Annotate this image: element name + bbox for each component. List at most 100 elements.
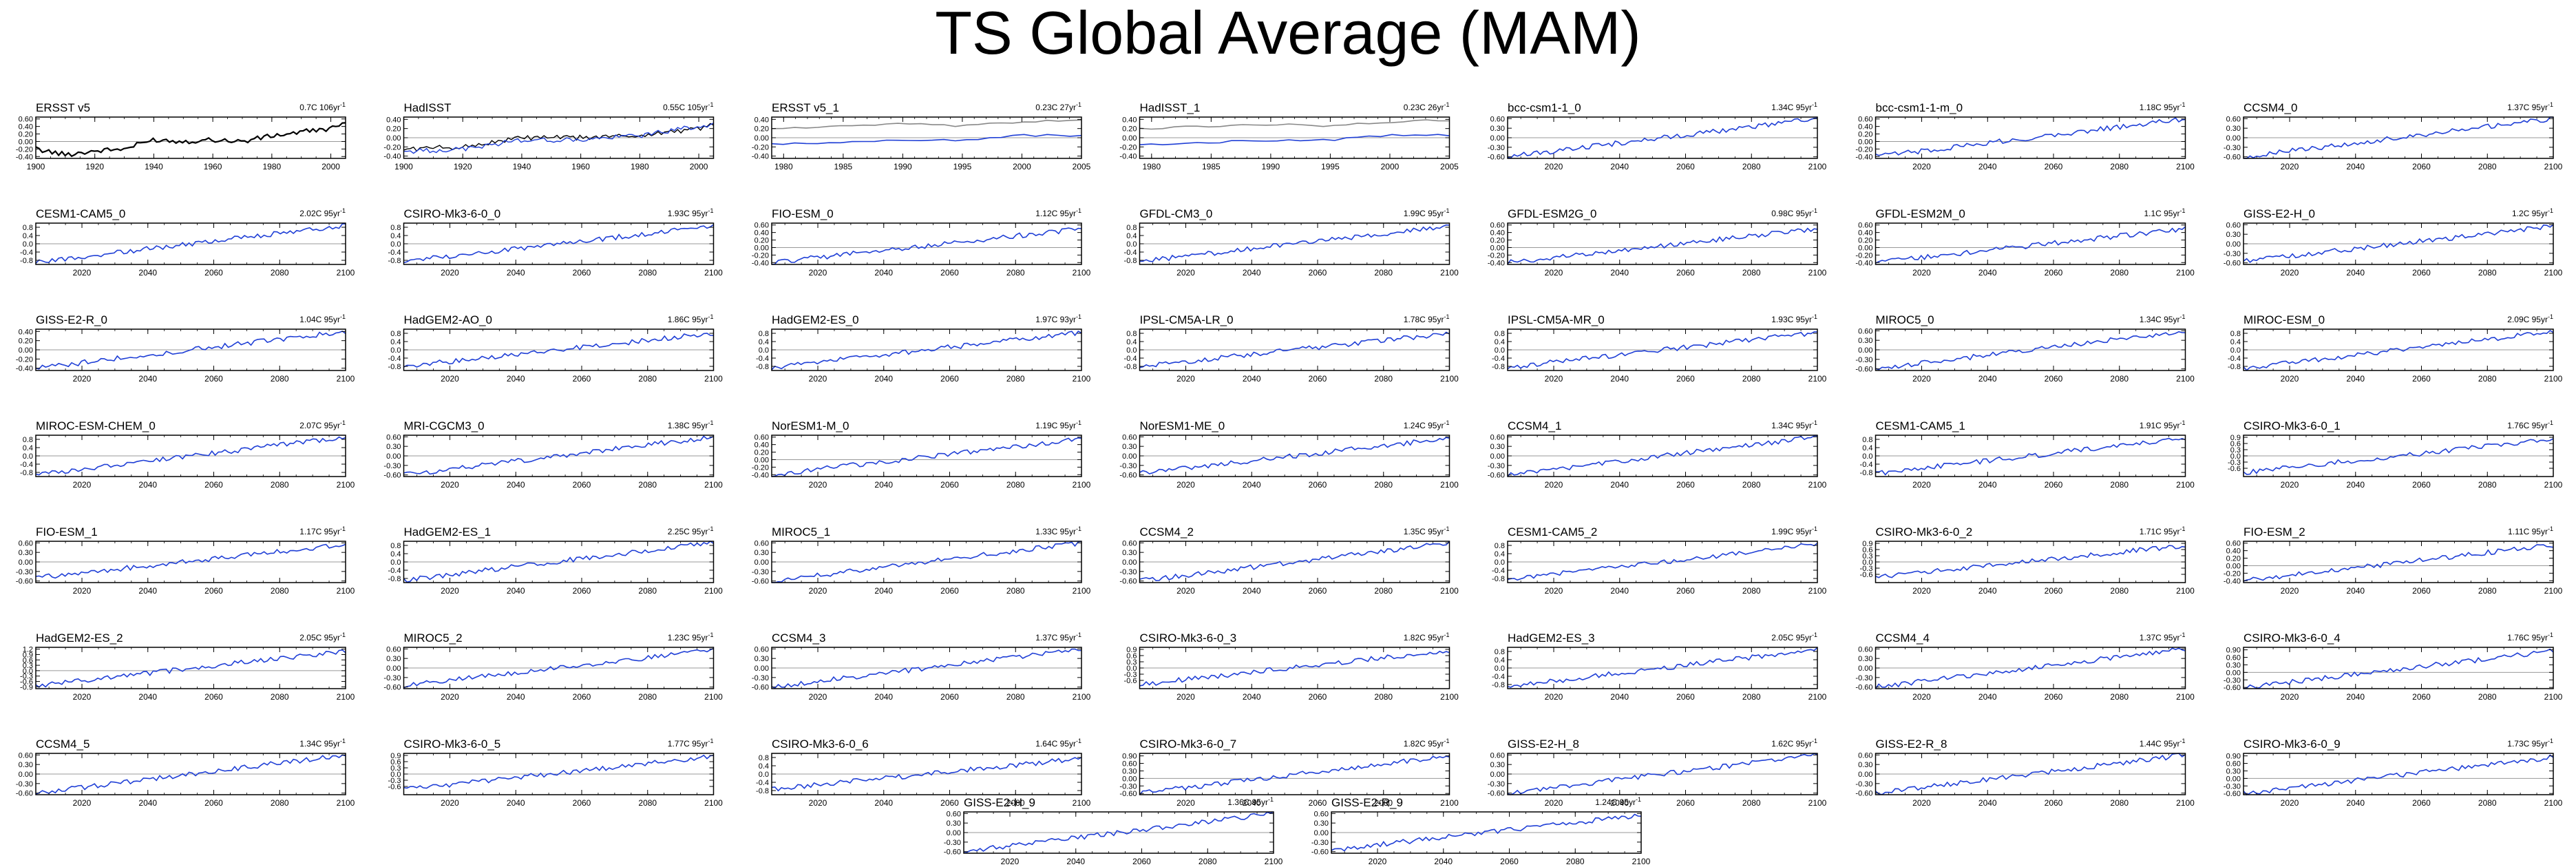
y-tick-label: -0.30	[2224, 782, 2241, 791]
x-tick-label: 2040	[1978, 480, 1997, 490]
series-line	[403, 224, 714, 264]
y-tick-label: -0.4	[1492, 355, 1505, 363]
y-tick-label: 0.4	[1495, 656, 1505, 665]
y-tick-label: 0.00	[19, 138, 33, 146]
x-tick-label: 2100	[1440, 268, 1459, 278]
y-tick-label: 0.00	[754, 456, 769, 464]
plot-frame	[2243, 541, 2554, 583]
x-tick-label: 2060	[1309, 798, 1327, 808]
trend-unit-superscript: -1	[340, 207, 346, 214]
y-tick-label: 0.30	[1490, 761, 1505, 769]
x-tick-label: 2100	[1440, 374, 1459, 384]
y-tick-label: -0.60	[2224, 790, 2241, 798]
trend-label: 1.34C 95yr-1	[1771, 419, 1817, 430]
series-line	[1875, 331, 2186, 370]
series-line	[403, 540, 714, 583]
x-tick-label: 2040	[2346, 374, 2365, 384]
series-line	[1875, 753, 2186, 795]
y-tick-label: 0.0	[1495, 558, 1505, 567]
panel-title: NorESM1-M_0	[772, 419, 849, 432]
y-tick-label: 0.0	[2230, 346, 2241, 355]
y-tick-label: -0.8	[1492, 681, 1505, 689]
y-tick-label: 0.60	[1122, 760, 1137, 769]
y-tick-label: -0.8	[1124, 363, 1137, 371]
x-tick-label: 2100	[2544, 692, 2563, 702]
y-tick-label: 0.90	[1122, 753, 1137, 761]
y-tick-label: 0.6	[1126, 652, 1137, 660]
panel-title: GFDL-ESM2G_0	[1508, 207, 1596, 220]
series-line	[2243, 116, 2554, 159]
y-tick-label: 0.0	[1495, 665, 1505, 673]
x-tick-label: 2060	[1309, 268, 1327, 278]
y-tick-label: -0.20	[383, 143, 401, 152]
trend-unit-superscript: -1	[2548, 207, 2553, 214]
x-tick-label: 2100	[1808, 268, 1827, 278]
x-tick-label: 2020	[73, 692, 92, 702]
series-line	[1139, 541, 1450, 581]
series-line	[35, 122, 346, 158]
chart-panel: HadGEM2-AO_0 1.86C 95yr-1 0.80.40.0-0.4-0.…	[388, 313, 724, 384]
y-tick-label: 0.60	[386, 645, 401, 654]
chart-panel: CCSM4_5 1.34C 95yr-1 0.600.30 0.00-0.30 -0.6…	[16, 738, 355, 808]
y-tick-label: 0.20	[1858, 237, 1872, 245]
x-tick-label: 2020	[1545, 798, 1563, 808]
y-tick-label: 0.00	[19, 558, 33, 567]
y-tick-label: -0.20	[752, 143, 769, 152]
y-tick-label: -0.30	[1311, 839, 1329, 847]
series-line	[1507, 117, 1818, 159]
x-tick-label: 2060	[1676, 586, 1695, 596]
x-tick-label: 2060	[2045, 268, 2063, 278]
x-tick-label: 1980	[774, 162, 793, 171]
y-tick-label: -0.30	[383, 674, 401, 682]
x-tick-label: 2020	[1176, 268, 1195, 278]
x-tick-label: 2080	[638, 586, 657, 596]
y-tick-label: -0.40	[2224, 577, 2241, 585]
x-tick-label: 2100	[1073, 586, 1091, 596]
chart-panel: CCSM4_2 1.35C 95yr-1 0.60 0.300.00-0.30 -0.6…	[1119, 525, 1459, 596]
x-tick-label: 2080	[2110, 374, 2129, 384]
panel-title: CESM1-CAM5_1	[1876, 419, 1965, 432]
chart-panel: FIO-ESM_2 1.11C 95yr-10.600.400.200.00-0.…	[2224, 525, 2563, 596]
y-tick-label: 0.8	[23, 224, 33, 232]
series-line	[1139, 755, 1450, 795]
x-tick-label: 1985	[1202, 162, 1221, 171]
trend-unit-superscript: -1	[1444, 101, 1449, 108]
x-tick-label: 2060	[940, 798, 959, 808]
y-tick-label: 0.30	[947, 819, 961, 828]
y-tick-label: -0.20	[752, 251, 769, 260]
x-tick-label: 2080	[638, 480, 657, 490]
x-tick-label: 2040	[2346, 480, 2365, 490]
x-tick-label: 2060	[940, 268, 959, 278]
x-tick-label: 2080	[2110, 692, 2129, 702]
y-tick-label: 0.00	[1122, 558, 1137, 567]
x-tick-label: 2080	[2478, 374, 2497, 384]
plot-frame	[35, 647, 346, 689]
x-tick-label: 2080	[1374, 586, 1393, 596]
y-tick-label: 0.00	[1490, 452, 1505, 461]
x-tick-label: 2080	[1006, 692, 1025, 702]
trend-label: 2.09C 95yr-1	[2507, 313, 2553, 324]
panel-title: MIROC5_1	[772, 525, 830, 539]
panel-title: CSIRO-Mk3-6-0_9	[2244, 738, 2341, 751]
x-tick-label: 2040	[1610, 798, 1629, 808]
y-tick-label: -0.40	[383, 153, 401, 161]
x-tick-label: 2040	[874, 374, 893, 384]
y-tick-label: 0.4	[759, 338, 769, 346]
series-line	[35, 331, 346, 370]
y-tick-label: 0.00	[1858, 665, 1872, 673]
x-tick-label: 2020	[809, 480, 827, 490]
trend-label: 0.23C 27yr-1	[1035, 101, 1081, 112]
x-tick-label: 2060	[1500, 857, 1519, 866]
y-tick-label: 0.40	[754, 116, 769, 124]
trend-unit-superscript: -1	[2548, 631, 2553, 638]
y-tick-label: 0.60	[2226, 540, 2241, 548]
x-tick-label: 2040	[874, 586, 893, 596]
chart-panel: CESM1-CAM5_1 1.91C 95yr-1 0.80.40.0-0.4-0.…	[1860, 419, 2195, 490]
trend-label: 1.35C 95yr-1	[1404, 525, 1450, 536]
x-tick-label: 2020	[809, 692, 827, 702]
y-tick-label: 0.90	[2226, 753, 2241, 761]
chart-panel: GFDL-ESM2G_0 0.98C 95yr-1 0.600.400.200.00…	[1488, 207, 1827, 278]
panel-title: FIO-ESM_0	[772, 207, 834, 220]
x-tick-label: 2060	[204, 268, 223, 278]
trend-unit-superscript: -1	[1076, 631, 1081, 638]
